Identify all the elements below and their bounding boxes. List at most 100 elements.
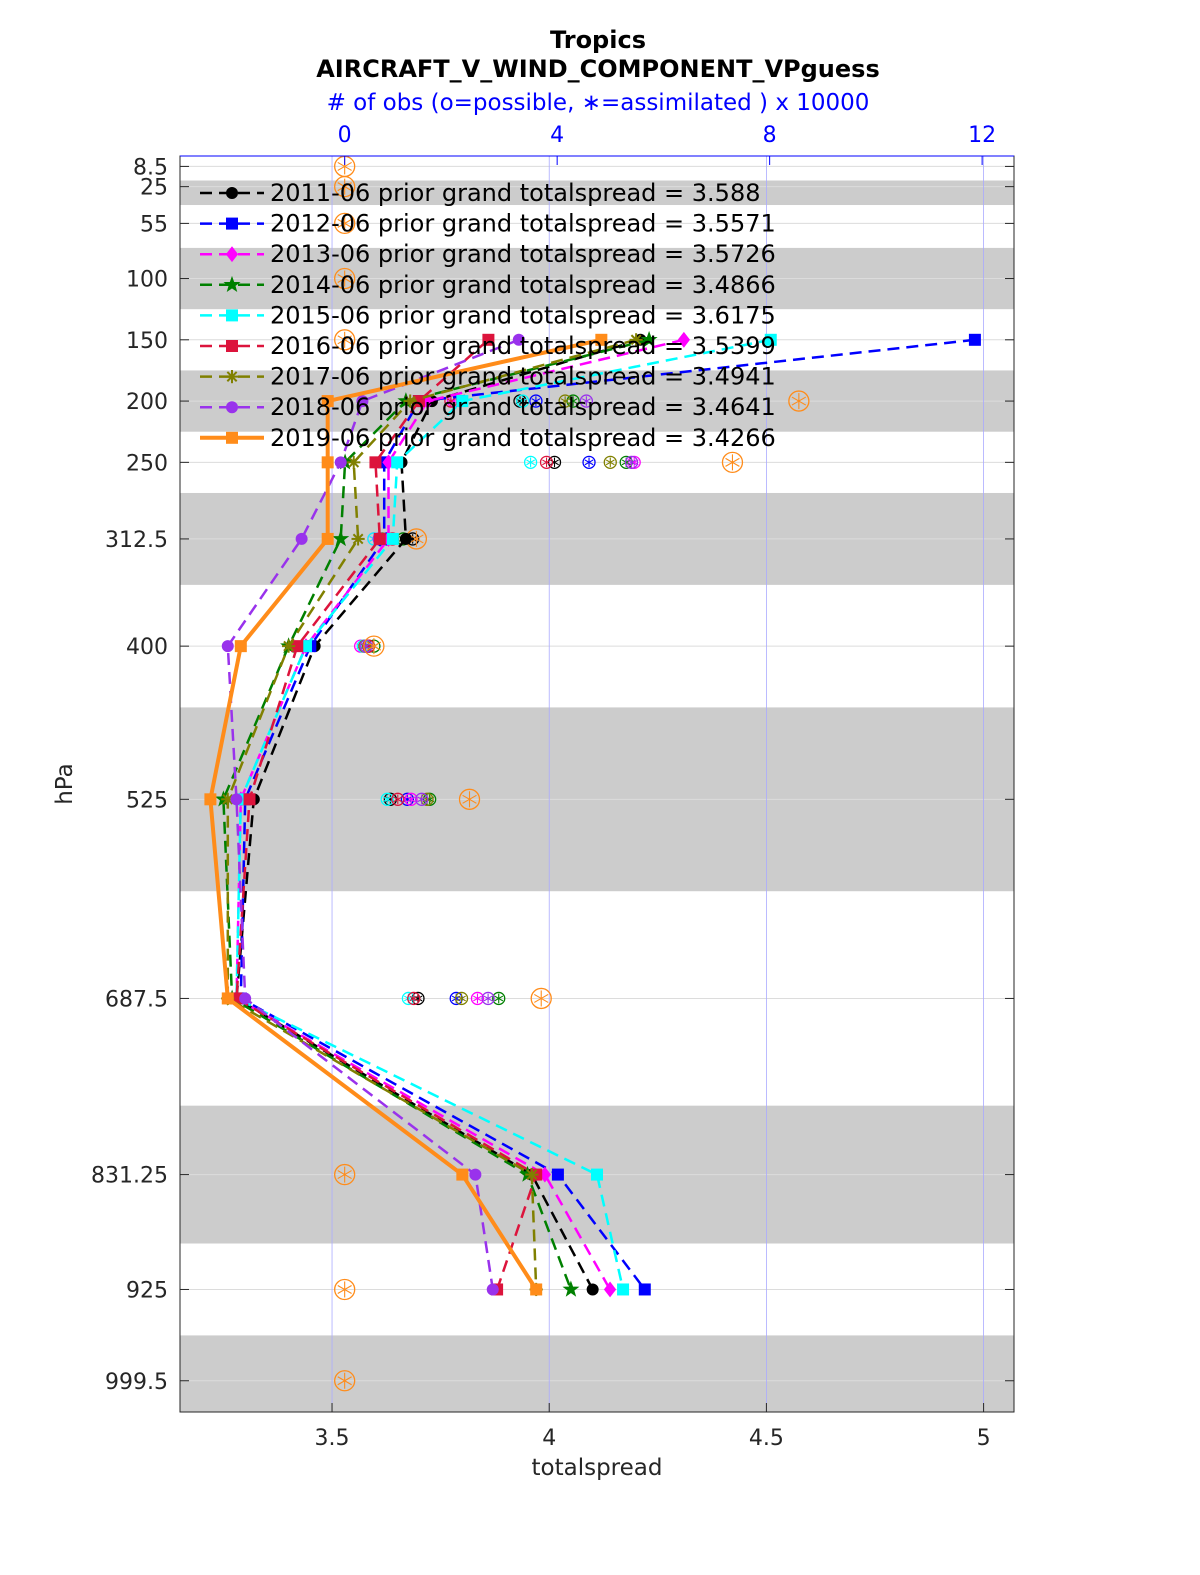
chart-title: Tropics [550,26,646,54]
series-point-2-0 [677,331,691,348]
obs-count-marker-s4-2 [523,455,538,469]
obs-count-marker-s7-1-assimilated-star [581,398,591,404]
series-point-8-0 [595,333,608,346]
y-tick-label-13: 999.5 [105,1370,168,1395]
series-point-0-8 [586,1283,599,1296]
series-point-7-3 [295,532,308,545]
series-point-4-7 [591,1168,603,1181]
y-tick-label-11: 831.25 [91,1164,168,1189]
obs-count-marker-s8-4-assimilated-star [366,641,382,651]
series-point-6-4 [281,639,296,653]
x-tick-label-3: 5 [977,1426,991,1451]
obs-count-marker-s8-4 [363,635,385,657]
zero-obs-marker-0-assimilated-star [337,161,352,171]
series-point-6-2 [347,455,361,469]
obs-count-marker-s8-5 [458,788,481,810]
y-tick-label-3: 100 [126,268,168,293]
obs-count-marker-s8-2-assimilated-star [725,457,740,467]
legend-label-3: 2014-06 prior grand totalspread = 3.4866 [270,271,776,299]
series-point-6-2-stroke [348,456,360,468]
series-point-1-8 [638,1283,651,1296]
zero-obs-marker-2-possible-circle [334,212,356,235]
obs-count-marker-s8-5-assimilated-star [462,794,477,804]
legend-label-4: 2015-06 prior grand totalspread = 3.6175 [270,301,776,329]
obs-count-marker-s8-6-assimilated-star [534,993,549,1003]
obs-count-marker-s4-1 [515,394,530,408]
obs-count-marker-s1-5-assimilated-star [402,796,412,803]
series-line-7 [226,338,520,1290]
legend-marker-8 [226,431,238,444]
series-point-8-6 [221,992,234,1005]
obs-count-marker-s8-6 [530,987,552,1010]
obs-count-marker-s6-2-assimilated-star [605,459,615,466]
legend-marker-5 [226,340,238,352]
obs-count-marker-s4-5-possible-circle [380,792,394,806]
series-point-1-0 [968,333,981,346]
x-tick-label-2: 4.5 [749,1426,784,1451]
legend-label-5: 2016-06 prior grand totalspread = 3.5399 [270,332,776,360]
zero-obs-marker-5-possible-circle [334,1163,356,1186]
series-point-5-5 [243,793,256,806]
y-tick-label-2: 55 [140,212,168,237]
obs-count-marker-s6-2 [603,455,617,469]
series-point-6-3 [351,532,365,546]
obs-count-marker-s6-6-possible-circle [454,991,469,1006]
zero-obs-marker-3-assimilated-star [337,274,352,284]
obs-count-marker-s4-2-possible-circle [523,455,538,469]
obs-count-marker-s4-2-assimilated-star [526,459,536,466]
obs-count-marker-s2-6-possible-circle [470,991,485,1006]
series-point-6-0-stroke [630,334,642,346]
zero-obs-marker-5-assimilated-star [337,1170,352,1180]
obs-count-marker-s3-1-possible-circle [566,394,580,408]
y-tick-label-0: 8.5 [133,155,168,180]
series-point-6-7 [525,1167,539,1182]
series-point-2-8 [603,1281,617,1298]
obs-count-marker-s6-1-assimilated-star [560,398,570,404]
zero-obs-marker-3-possible-circle [334,267,356,290]
legend-marker-2 [225,246,239,263]
x-axis-label: totalspread [532,1455,663,1481]
y-tick-label-8: 400 [126,635,168,660]
series-point-6-0 [629,333,643,347]
zero-obs-marker-5 [334,1163,356,1186]
obs-count-marker-s1-1-assimilated-star [531,398,541,404]
zero-obs-marker-7-assimilated-star [337,1376,352,1386]
series-point-6-4-stroke [283,640,294,652]
axis-ticks: 8.525 55 100 150 200 250 312.5 400 525 687.5 831.2… [91,123,1014,1451]
series-point-8-2 [321,456,334,469]
obs-count-marker-s1-2-assimilated-star [584,459,594,466]
y-tick-label-7: 312.5 [105,528,168,553]
series-point-7-8 [486,1283,499,1296]
obs-count-marker-s5-2-possible-circle [539,455,554,469]
obs-count-marker-s5-6-possible-circle [407,991,421,1006]
series-point-5-2 [369,456,382,469]
series-point-4-3 [386,532,399,545]
series-point-0-3 [399,532,412,545]
obs-count-marker-s7-5-possible-circle [415,792,429,806]
obs-count-marker-s7-6 [481,991,495,1006]
y-tick-label-5: 200 [126,390,168,415]
series-point-7-0 [512,333,525,346]
series-point-5-3 [373,532,386,545]
legend-marker-6 [225,370,239,384]
top-tick-label-3: 12 [968,123,996,148]
obs-count-marker-s3-6-possible-circle [492,991,506,1006]
obs-count-marker-s2-6 [470,991,485,1006]
zero-obs-marker-7-possible-circle [334,1370,356,1392]
series-point-8-7 [456,1168,469,1181]
legend-label-7: 2018-06 prior grand totalspread = 3.4641 [270,393,776,421]
obs-count-marker-s6-6 [454,991,469,1006]
obs-count-marker-s0-2-possible-circle [547,455,562,469]
series-line-2 [235,338,685,1291]
legend-label-2: 2013-06 prior grand totalspread = 3.5726 [270,240,776,268]
obs-count-marker-s5-6 [407,991,421,1006]
obs-count-marker-s8-1 [788,390,810,412]
top-tick-label-1: 4 [550,123,564,148]
obs-count-marker-s1-5 [400,792,415,806]
zero-obs-marker-1 [334,175,356,198]
x-tick-label-0: 3.5 [315,1426,350,1451]
series-point-3-8 [562,1280,580,1297]
obs-count-marker-s4-1-possible-circle [515,394,530,408]
legend-label-0: 2011-06 prior grand totalspread = 3.588 [270,179,760,207]
